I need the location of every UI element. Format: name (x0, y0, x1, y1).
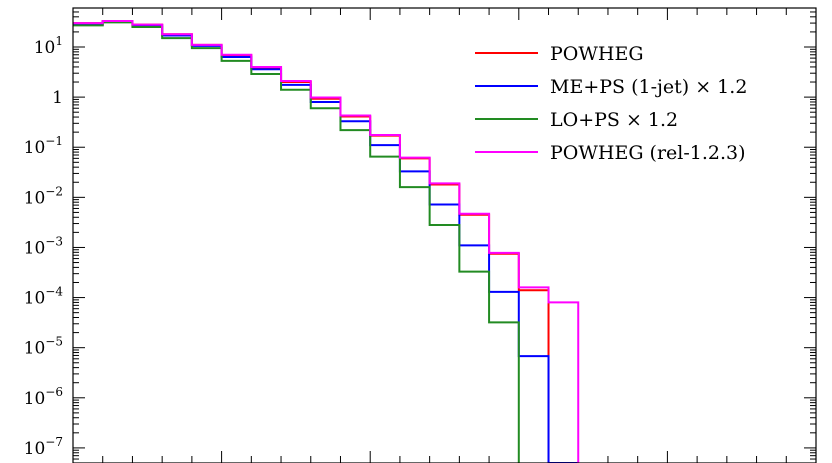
legend-label: ME+PS (1-jet) × 1.2 (550, 76, 747, 98)
y-tick-label: 101 (34, 34, 63, 58)
y-tick-label: 10−6 (24, 385, 63, 409)
series-layer (73, 20, 580, 463)
legend-label: POWHEG (550, 43, 644, 65)
y-tick-label: 10−2 (24, 184, 63, 208)
y-tick-labels: 101 1 10−1 10−2 10−3 10−4 10−5 10−6 10−7 (24, 34, 64, 459)
y-tick-label: 1 (52, 88, 63, 108)
y-tick-label: 10−7 (24, 435, 63, 459)
legend-label: POWHEG (rel-1.2.3) (550, 142, 746, 164)
series-line (73, 20, 580, 463)
y-tick-label: 10−5 (24, 335, 63, 359)
series-line (73, 21, 520, 463)
y-tick-label: 10−4 (24, 285, 64, 309)
legend-label: LO+PS × 1.2 (550, 109, 678, 131)
y-tick-label: 10−1 (24, 134, 63, 158)
series-line (73, 20, 579, 463)
legend: POWHEG ME+PS (1-jet) × 1.2 LO+PS × 1.2 POWH… (475, 43, 747, 164)
axis-ticks (72, 7, 817, 463)
y-tick-label: 10−3 (24, 234, 63, 258)
plot-frame (72, 7, 817, 463)
